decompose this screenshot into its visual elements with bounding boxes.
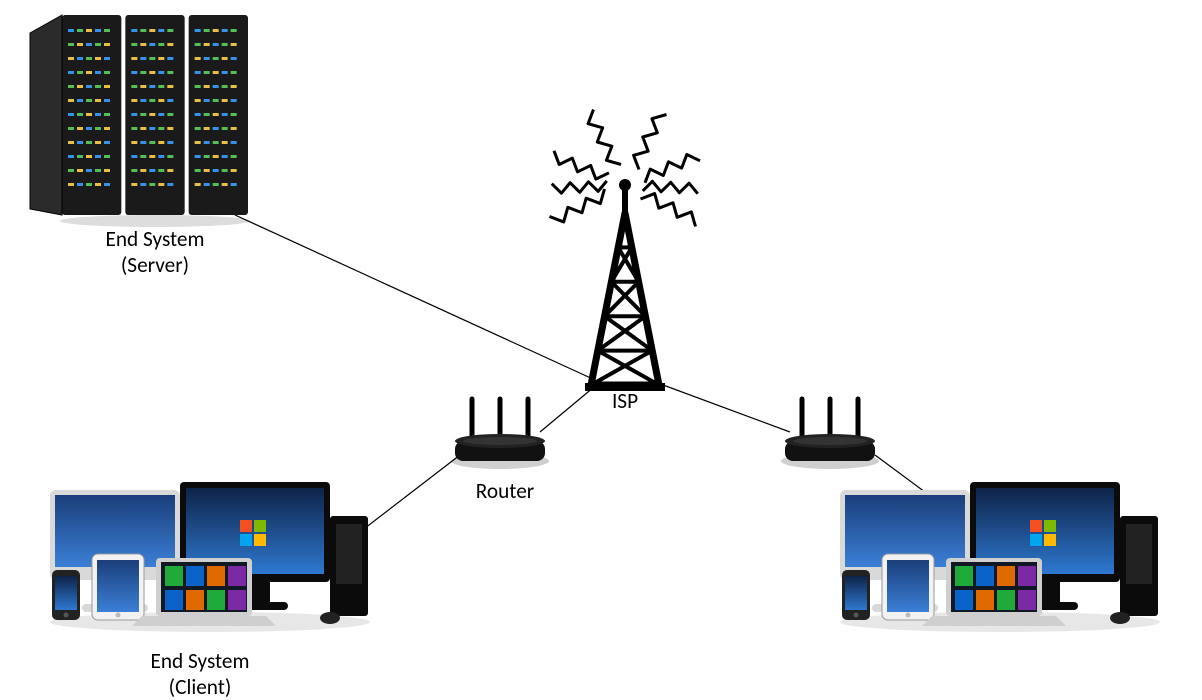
diagram-stage: End System (Server) ISP Router End Syste… (0, 0, 1202, 695)
router-label: Router (385, 478, 625, 504)
client-devices-icon (0, 0, 1202, 695)
isp-label: ISP (505, 388, 745, 414)
server-label: End System (Server) (35, 226, 275, 278)
client-label: End System (Client) (80, 648, 320, 700)
